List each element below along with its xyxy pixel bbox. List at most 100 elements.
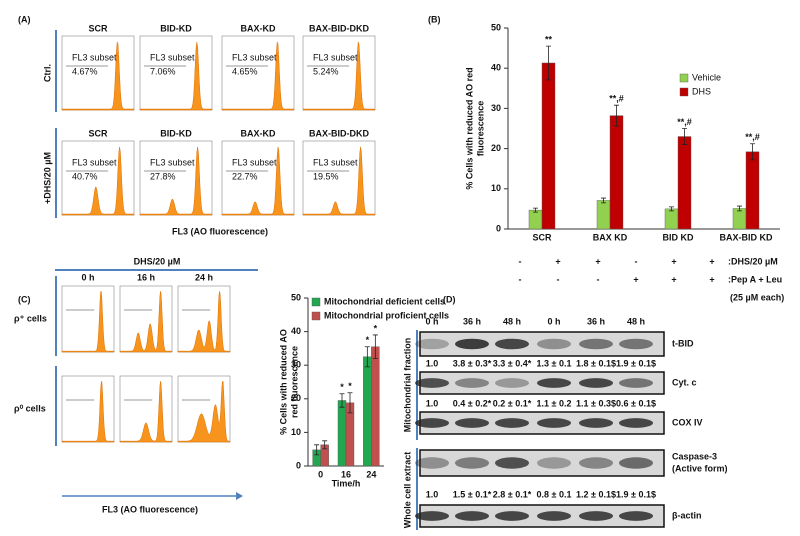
bar <box>732 208 747 230</box>
x-tick-label: 24 <box>366 469 376 479</box>
treatment-sign: - <box>597 274 600 284</box>
error-bar <box>601 197 606 204</box>
bar <box>528 209 543 230</box>
blot-label: t-BID <box>672 338 694 348</box>
y-tick-label: 40 <box>291 326 301 336</box>
quantification: 0.2 ± 0.1* <box>493 398 532 408</box>
treatment-sign: - <box>635 256 638 266</box>
error-bar <box>314 444 320 456</box>
legend-swatch <box>679 73 689 83</box>
histogram <box>177 291 231 353</box>
treatment-sign: - <box>557 274 560 284</box>
lane-label: 48 h <box>503 316 521 326</box>
y-tick-label: 20 <box>291 393 301 403</box>
quantification: 0.8 ± 0.1 <box>537 489 572 499</box>
gate-label: FL3 subset <box>150 52 195 62</box>
quantification: 1.0 <box>426 398 439 408</box>
y-axis-label: red fluorescence <box>289 346 299 418</box>
treatment: DHS/20 µM <box>134 256 181 266</box>
legend-label: DHS <box>692 86 711 96</box>
quantification: 0.6 ± 0.1$ <box>616 398 656 408</box>
histogram-frame <box>61 35 135 111</box>
column-title: 16 h <box>137 272 155 282</box>
legend-label: Vehicle <box>692 72 721 82</box>
y-axis-label: fluorescence <box>475 101 485 157</box>
gate-label: FL3 subset <box>313 157 358 167</box>
panel-label: (C) <box>18 294 31 304</box>
x-axis-label: FL3 (AO fluorescence) <box>102 504 198 514</box>
legend-label: Mitochondrial deficient cells <box>324 296 445 306</box>
gate-value: 7.06% <box>150 66 176 76</box>
y-tick-label: 50 <box>491 22 501 32</box>
error-bar <box>533 207 538 213</box>
error-bar <box>364 346 370 368</box>
histogram-frame <box>221 140 295 216</box>
gate-value: 27.8% <box>150 171 176 181</box>
quantification: 3.8 ± 0.3* <box>453 358 492 368</box>
quantification: 1.1 ± 0.2 <box>537 398 572 408</box>
column-title: SCR <box>88 128 108 138</box>
x-axis-label: Time/h <box>332 478 361 488</box>
histogram <box>302 41 376 111</box>
row-label: ρ⁺ cells <box>14 313 47 323</box>
histogram <box>221 146 295 216</box>
gate-value: 40.7% <box>72 171 98 181</box>
histogram-frame <box>302 35 376 111</box>
band <box>537 457 571 469</box>
histogram-frame <box>61 375 115 443</box>
band <box>415 457 449 469</box>
gate-label: FL3 subset <box>232 157 277 167</box>
bar <box>596 200 611 230</box>
quantification: 1.0 <box>426 489 439 499</box>
quantification: 1.9 ± 0.1$ <box>616 358 656 368</box>
treatment-label: :DHS/20 µM <box>728 256 778 266</box>
band <box>579 457 613 469</box>
y-tick-label: 20 <box>491 143 501 153</box>
gate-value: 4.67% <box>72 66 98 76</box>
band <box>579 418 613 428</box>
arrow-head <box>236 492 243 500</box>
x-axis-label: FL3 (AO fluorescence) <box>172 226 268 236</box>
gate-label: FL3 subset <box>313 52 358 62</box>
treatment-sign: + <box>671 274 676 284</box>
gate-label: FL3 subset <box>72 52 117 62</box>
treatment-sign: + <box>595 256 600 266</box>
histogram <box>302 146 376 216</box>
band <box>619 338 653 350</box>
quantification: 1.0 <box>426 358 439 368</box>
band <box>415 338 449 350</box>
band <box>537 511 571 521</box>
histogram <box>139 146 213 216</box>
quantification: 1.8 ± 0.1$ <box>576 358 616 368</box>
histogram <box>61 41 135 111</box>
error-bar <box>682 128 687 145</box>
gate-label: FL3 subset <box>72 157 117 167</box>
gate-value: 4.65% <box>232 66 258 76</box>
row-label: Ctrl. <box>42 64 52 82</box>
x-tick-label: SCR <box>532 232 552 242</box>
y-tick-label: 0 <box>496 223 501 233</box>
x-tick-label: BAX KD <box>593 232 628 242</box>
panel-label: (B) <box>428 14 441 24</box>
band <box>619 511 653 521</box>
significance-label: * <box>374 323 378 333</box>
legend-swatch <box>679 87 689 97</box>
histogram <box>61 380 115 443</box>
gate-value: 19.5% <box>313 171 339 181</box>
bar <box>609 115 624 230</box>
blot-label: β-actin <box>672 510 702 520</box>
bar <box>337 400 347 467</box>
histogram <box>61 146 135 216</box>
column-title: BAX-BID-DKD <box>309 128 369 138</box>
legend-swatch <box>311 311 321 321</box>
quantification: 2.8 ± 0.1* <box>493 489 532 499</box>
treatment-note: (25 µM each) <box>730 292 784 302</box>
blot-label: Cyt. c <box>672 377 697 387</box>
band <box>455 418 489 428</box>
quantification: 1.3 ± 0.1 <box>537 358 572 368</box>
panel-label: (A) <box>18 14 31 24</box>
band <box>455 338 489 350</box>
quantification: 1.2 ± 0.1$ <box>576 489 616 499</box>
treatment-sign: - <box>519 256 522 266</box>
